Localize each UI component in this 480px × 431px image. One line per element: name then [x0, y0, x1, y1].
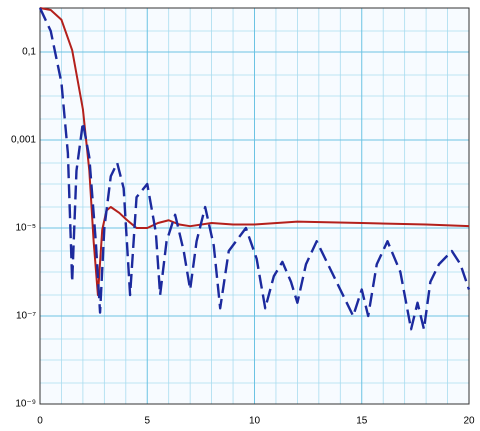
series-line	[39, 7, 470, 297]
x-tick-label: 0	[37, 416, 43, 427]
plot-border	[39, 7, 470, 405]
y-tick-label: 0,001	[11, 135, 36, 146]
x-tick-label: 5	[144, 416, 150, 427]
y-tick-label: 10⁻⁷	[16, 311, 36, 322]
x-tick-label: 10	[249, 416, 261, 427]
series-line	[38, 7, 471, 331]
x-tick-label: 20	[463, 416, 475, 427]
y-tick-label: 10⁻⁵	[15, 223, 36, 234]
x-tick-label: 15	[356, 416, 368, 427]
y-tick-label: 10⁻⁹	[15, 399, 36, 410]
y-tick-label: 0,1	[22, 47, 36, 58]
